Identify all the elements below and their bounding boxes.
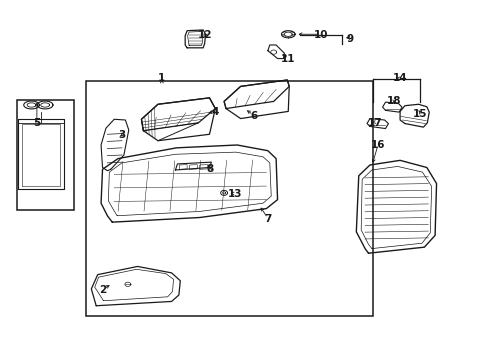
Text: 8: 8 <box>206 164 214 174</box>
Bar <box>17 100 74 210</box>
Text: 17: 17 <box>367 118 381 128</box>
Text: 1: 1 <box>158 73 165 83</box>
Text: 16: 16 <box>370 140 385 150</box>
Text: 10: 10 <box>313 30 328 40</box>
Text: 3: 3 <box>118 130 125 140</box>
Text: 14: 14 <box>392 73 407 83</box>
Text: 12: 12 <box>197 30 211 40</box>
Text: 5: 5 <box>33 118 41 128</box>
Bar <box>86 81 372 316</box>
Text: 4: 4 <box>211 107 219 117</box>
Text: 13: 13 <box>227 189 242 199</box>
Text: 7: 7 <box>264 214 271 224</box>
Text: 6: 6 <box>250 111 257 121</box>
Text: 18: 18 <box>386 96 401 107</box>
Text: 2: 2 <box>99 285 106 295</box>
Text: 11: 11 <box>281 54 295 64</box>
Text: 15: 15 <box>412 109 427 119</box>
Text: 9: 9 <box>346 34 353 44</box>
